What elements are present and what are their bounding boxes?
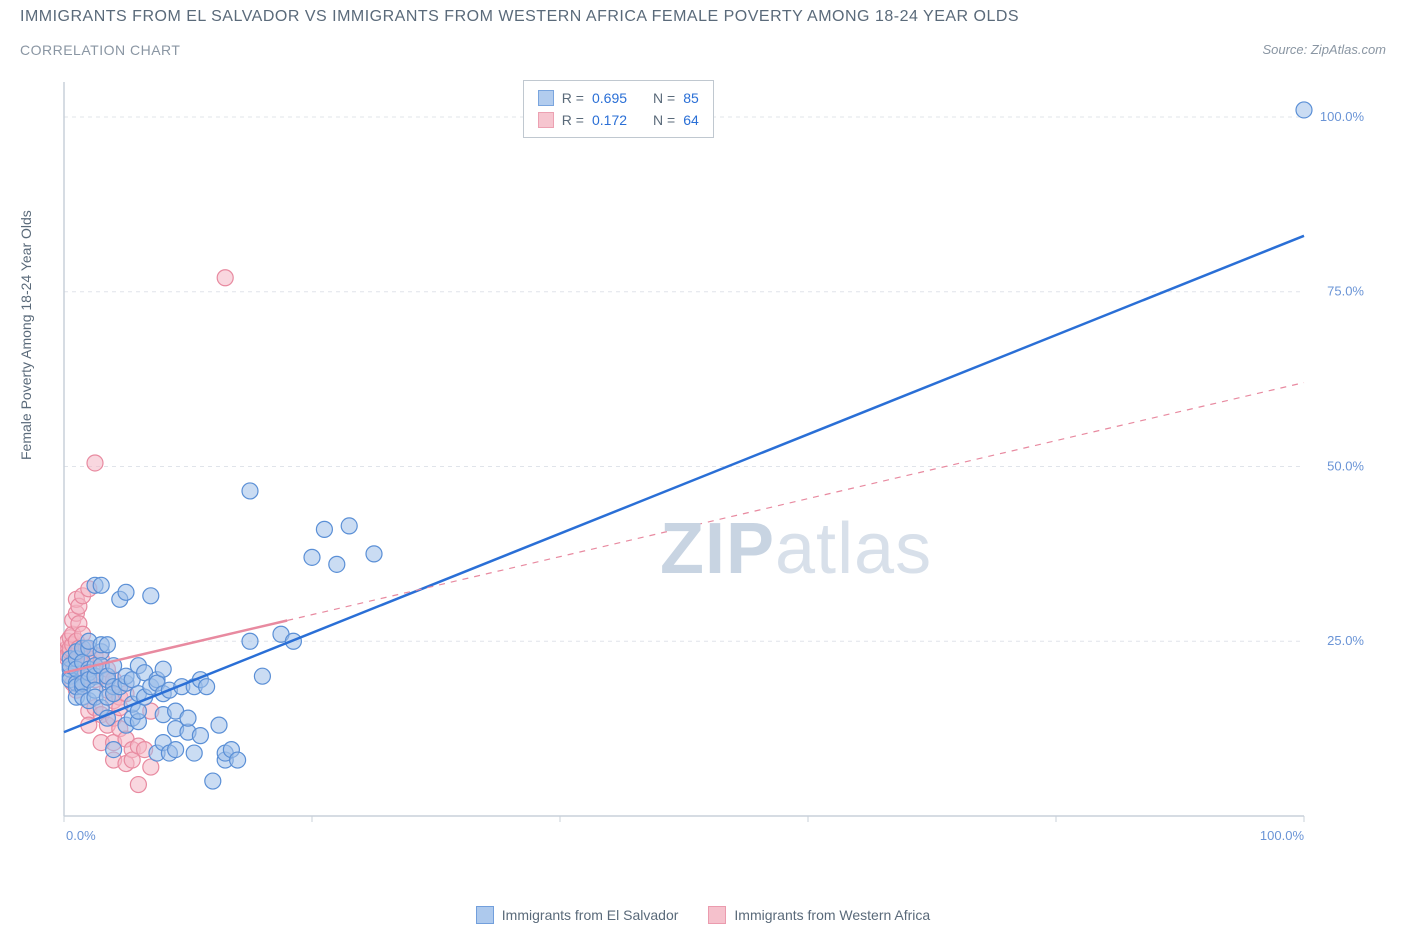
source-label: Source: ZipAtlas.com	[1262, 42, 1386, 57]
r-label: R =	[562, 90, 584, 106]
legend-swatch	[708, 906, 726, 924]
legend-row: R = 0.695 N = 85	[538, 87, 699, 109]
legend-swatch	[538, 90, 554, 106]
legend-item: Immigrants from El Salvador	[476, 906, 679, 924]
correlation-legend: R = 0.695 N = 85 R = 0.172 N = 64	[523, 80, 714, 138]
svg-text:25.0%: 25.0%	[1327, 633, 1364, 648]
scatter-plot: 25.0% 50.0% 75.0% 100.0% 0.0% 100.0%	[60, 78, 1370, 858]
svg-text:75.0%: 75.0%	[1327, 284, 1364, 299]
svg-text:50.0%: 50.0%	[1327, 458, 1364, 473]
chart-area: 25.0% 50.0% 75.0% 100.0% 0.0% 100.0%	[60, 78, 1386, 878]
y-axis-label: Female Poverty Among 18-24 Year Olds	[18, 210, 34, 460]
legend-swatch	[538, 112, 554, 128]
svg-text:100.0%: 100.0%	[1320, 109, 1365, 124]
legend-label: Immigrants from El Salvador	[502, 907, 679, 923]
legend-row: R = 0.172 N = 64	[538, 109, 699, 131]
svg-text:0.0%: 0.0%	[66, 828, 96, 843]
r-label: R =	[562, 112, 584, 128]
n-label: N =	[653, 90, 675, 106]
n-label: N =	[653, 112, 675, 128]
svg-text:100.0%: 100.0%	[1260, 828, 1305, 843]
r-value: 0.695	[592, 90, 627, 106]
n-value: 85	[683, 90, 699, 106]
legend-item: Immigrants from Western Africa	[708, 906, 930, 924]
legend-swatch	[476, 906, 494, 924]
r-value: 0.172	[592, 112, 627, 128]
chart-title: IMMIGRANTS FROM EL SALVADOR VS IMMIGRANT…	[20, 8, 1019, 26]
chart-subtitle: CORRELATION CHART	[20, 42, 180, 58]
legend-label: Immigrants from Western Africa	[734, 907, 930, 923]
n-value: 64	[683, 112, 699, 128]
series-legend: Immigrants from El Salvador Immigrants fr…	[0, 906, 1406, 924]
